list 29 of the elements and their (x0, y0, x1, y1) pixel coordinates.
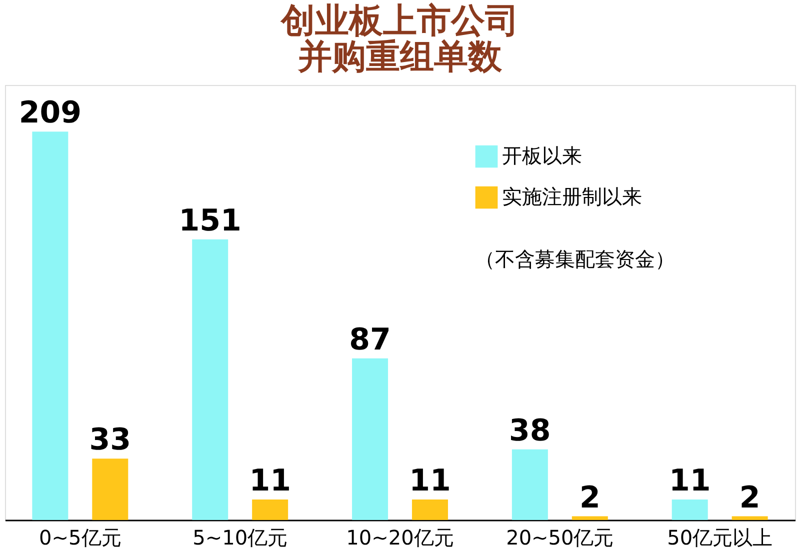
bar (252, 500, 288, 520)
data-label: 11 (249, 464, 291, 499)
bar (92, 458, 128, 520)
bar (192, 239, 228, 520)
data-label: 33 (89, 422, 132, 458)
data-label: 87 (349, 322, 391, 358)
data-label: 2 (739, 480, 760, 516)
x-tick-label: 0~5亿元 (39, 526, 122, 550)
bar (672, 500, 708, 520)
bar (572, 516, 608, 520)
bar (732, 516, 768, 520)
annotation: （不含募集配套资金） (475, 247, 675, 271)
x-tick-label: 10~20亿元 (346, 526, 454, 550)
legend-label: 实施注册制以来 (502, 184, 642, 208)
data-label: 11 (409, 464, 451, 499)
legend-label: 开板以来 (502, 144, 582, 168)
data-label: 151 (178, 203, 242, 238)
x-tick-label: 50亿元以上 (667, 526, 773, 550)
x-tick-label: 5~10亿元 (192, 526, 288, 550)
bar (32, 132, 68, 520)
bar (512, 449, 548, 520)
data-label: 11 (668, 464, 711, 499)
data-label: 38 (509, 413, 551, 448)
data-label: 2 (579, 480, 600, 516)
chart-title: 创业板上市公司并购重组单数 (280, 1, 519, 77)
x-tick-label: 20~50亿元 (506, 526, 614, 550)
data-label: 209 (18, 96, 82, 131)
bar (352, 358, 388, 520)
bar (412, 500, 448, 520)
